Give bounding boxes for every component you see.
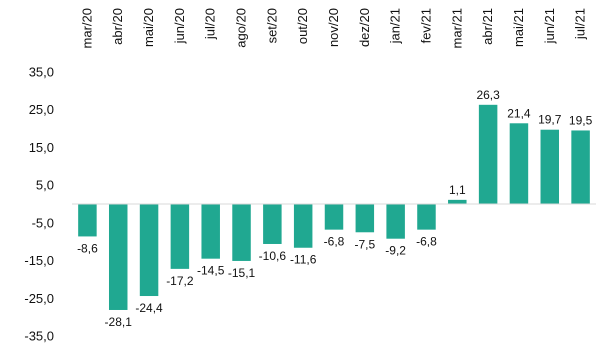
data-label: -6,8	[416, 235, 437, 249]
x-category-label: jun/20	[172, 8, 187, 44]
data-label: -8,6	[77, 241, 98, 255]
bar	[509, 123, 529, 204]
data-label: 21,4	[507, 106, 531, 120]
x-category-label: abr/21	[480, 8, 495, 45]
data-label: 1,1	[449, 183, 466, 197]
data-label: -11,6	[290, 253, 317, 267]
bar	[232, 204, 251, 261]
x-category-label: set/20	[264, 8, 279, 43]
data-label: 26,3	[476, 88, 500, 102]
bar	[355, 204, 375, 233]
data-label: -17,2	[166, 274, 194, 288]
bar	[78, 204, 97, 237]
data-label: -28,1	[105, 315, 133, 329]
x-category-label: mai/21	[511, 8, 526, 47]
data-labels: -8,6-28,1-24,4-17,2-14,5 -15,1-10,6 -11,6-…	[77, 88, 593, 329]
x-category-label: mar/20	[79, 8, 94, 48]
data-label: -15,1	[228, 266, 256, 280]
x-category-label: out/20	[295, 8, 310, 44]
x-category-label: nov/20	[326, 8, 341, 47]
bar	[201, 204, 220, 259]
x-category-label: jan/21	[388, 8, 403, 44]
bar	[571, 130, 590, 204]
bar	[139, 204, 159, 297]
x-category-label: jul/20	[203, 8, 218, 40]
y-tick-label: -5,0	[32, 215, 54, 230]
data-label: -10,6	[259, 249, 287, 263]
bar	[108, 204, 128, 310]
bar	[386, 204, 405, 239]
x-category-label: fev/21	[418, 8, 433, 43]
x-category-label: mar/21	[449, 8, 464, 48]
bar-series	[78, 104, 590, 310]
data-label: -24,4	[135, 301, 163, 315]
y-tick-label: -15,0	[24, 253, 54, 268]
x-category-label: jul/21	[573, 8, 588, 40]
data-label: -6,8	[324, 235, 345, 249]
bar	[448, 199, 467, 204]
x-category-label: jun/21	[542, 8, 557, 44]
data-label: -9,2	[385, 244, 406, 258]
x-category-label: ago/20	[234, 8, 249, 48]
data-label: 19,5	[569, 113, 593, 127]
category-labels: mar/20 abr/20 mai/20 jun/20 jul/20 ago/20 set/…	[79, 8, 587, 48]
y-tick-label: -25,0	[24, 291, 54, 306]
y-axis: 35,0 25,0 15,0 5,0 -5,0 -15,0 -25,0 -35,0	[24, 65, 54, 344]
bar	[478, 104, 498, 204]
data-label: 19,7	[538, 113, 562, 127]
data-label: -14,5	[197, 264, 225, 278]
y-tick-label: 25,0	[29, 102, 54, 117]
y-tick-label: 5,0	[36, 178, 54, 193]
x-category-label: mai/20	[141, 8, 156, 47]
bar	[263, 204, 282, 244]
y-tick-label: 15,0	[29, 140, 54, 155]
bar	[417, 204, 436, 230]
y-tick-label: 35,0	[29, 65, 54, 80]
y-tick-label: -35,0	[24, 329, 54, 344]
bar	[293, 204, 313, 248]
bar	[324, 204, 344, 230]
bar	[540, 129, 560, 204]
x-category-label: abr/20	[110, 8, 125, 45]
data-label: -7,5	[354, 237, 375, 251]
bar	[170, 204, 190, 269]
x-category-label: dez/20	[357, 8, 372, 47]
